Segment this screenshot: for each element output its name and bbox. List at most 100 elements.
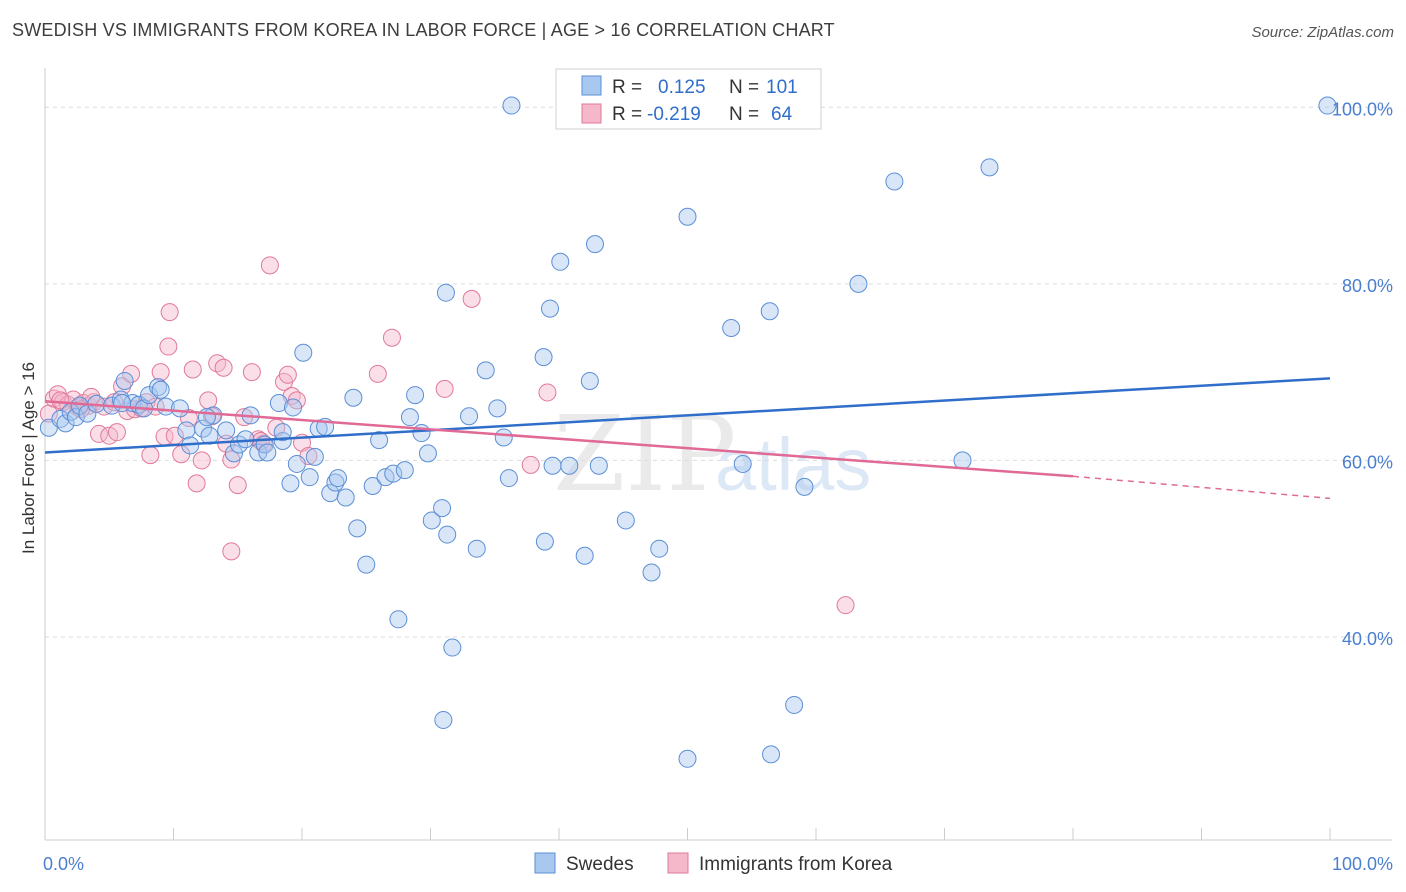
swedes-point (273, 423, 292, 442)
swedes-point (294, 343, 313, 362)
swedes-point (217, 421, 236, 440)
swedes-point (980, 158, 999, 177)
watermark-zip: ZIP (553, 393, 736, 515)
korea-point (242, 363, 261, 382)
swedes-point (115, 371, 134, 390)
swedes-point (616, 511, 635, 530)
bottom-legend: Swedes Immigrants from Korea (534, 852, 893, 875)
swedes-point (151, 380, 170, 399)
korea-point (51, 391, 70, 410)
swedes-point (140, 386, 159, 405)
swedes-point (287, 454, 306, 473)
korea-point (107, 423, 126, 442)
korea-point (199, 391, 218, 410)
swedes-point (467, 539, 486, 558)
y-tick-label: 80.0% (1342, 276, 1393, 296)
swedes-point (363, 477, 382, 496)
swedes-point (395, 461, 414, 480)
swedes-point (177, 421, 196, 440)
korea-point (462, 289, 481, 308)
swedes-point (436, 283, 455, 302)
swedes-point (762, 745, 781, 764)
swedes-point (460, 407, 479, 426)
legend-r-label-korea: R = (612, 104, 642, 125)
swedes-point (502, 96, 521, 115)
swedes-point (585, 235, 604, 254)
swedes-point (535, 532, 554, 551)
swedes-point (224, 444, 243, 463)
korea-point (222, 542, 241, 561)
swedes-point (476, 361, 495, 380)
swedes-point (236, 430, 255, 449)
swedes-point (543, 456, 562, 475)
legend-n-value-swedes: 101 (766, 77, 798, 98)
korea-point (122, 364, 141, 383)
swedes-point (281, 474, 300, 493)
swedes-point (56, 414, 75, 433)
legend-r-label-swedes: R = (612, 77, 642, 98)
swedes-point (642, 563, 661, 582)
swedes-point (400, 408, 419, 427)
swedes-point (384, 464, 403, 483)
korea-point (368, 364, 387, 383)
swedes-point (269, 394, 288, 413)
bottom-legend-swatch-korea (667, 852, 689, 874)
swedes-point (499, 469, 518, 488)
swedes-point (678, 207, 697, 226)
watermark-atlas: atlas (715, 423, 871, 506)
swedes-point (344, 388, 363, 407)
korea-point (151, 363, 170, 382)
bottom-legend-swedes: Swedes (566, 854, 634, 875)
bottom-legend-korea: Immigrants from Korea (699, 854, 893, 875)
swedes-point (575, 546, 594, 565)
legend-n-label-swedes: N = (729, 77, 759, 98)
korea-point (521, 455, 540, 474)
swedes-point (284, 398, 303, 417)
swedes-point (66, 408, 85, 427)
swedes-point (328, 469, 347, 488)
swedes-point (733, 454, 752, 473)
korea-point (228, 476, 247, 495)
bottom-legend-swatch-swedes (534, 852, 556, 874)
korea-point (187, 474, 206, 493)
swedes-points (39, 96, 1337, 768)
y-axis-label: In Labor Force | Age > 16 (19, 362, 38, 554)
swedes-point (258, 443, 277, 462)
swedes-point (170, 399, 189, 418)
swedes-point (348, 519, 367, 538)
legend-r-value-swedes: 0.125 (658, 77, 706, 98)
korea-point (382, 328, 401, 347)
legend-n-label-korea: N = (729, 104, 759, 125)
korea-point (214, 358, 233, 377)
swedes-point (197, 408, 216, 427)
swedes-point (650, 539, 669, 558)
trend-lines (44, 377, 1331, 500)
y-tick-label: 60.0% (1342, 452, 1393, 472)
swedes-point (300, 468, 319, 487)
korea-point (836, 596, 855, 615)
swedes-point (406, 386, 425, 405)
swedes-point (785, 695, 804, 714)
korea-trend-extension (1072, 475, 1331, 500)
swedes-point (589, 456, 608, 475)
korea-point (435, 379, 454, 398)
swedes-point (551, 252, 570, 271)
swedes-point (560, 456, 579, 475)
swedes-point (494, 428, 513, 447)
korea-point (538, 383, 557, 402)
swedes-point (580, 371, 599, 390)
swedes-point (194, 419, 213, 438)
y-tick-label: 100.0% (1332, 99, 1393, 119)
swedes-point (422, 511, 441, 530)
watermark: ZIP atlas (553, 393, 871, 515)
swedes-point (305, 447, 324, 466)
swedes-point (113, 394, 132, 413)
swedes-point (722, 319, 741, 337)
swedes-trend-line (44, 377, 1331, 454)
korea-point (160, 303, 179, 322)
swedes-point (488, 399, 507, 418)
y-tick-label: 40.0% (1342, 629, 1393, 649)
legend-r-value-korea: -0.219 (647, 104, 701, 125)
swedes-point (541, 299, 560, 318)
